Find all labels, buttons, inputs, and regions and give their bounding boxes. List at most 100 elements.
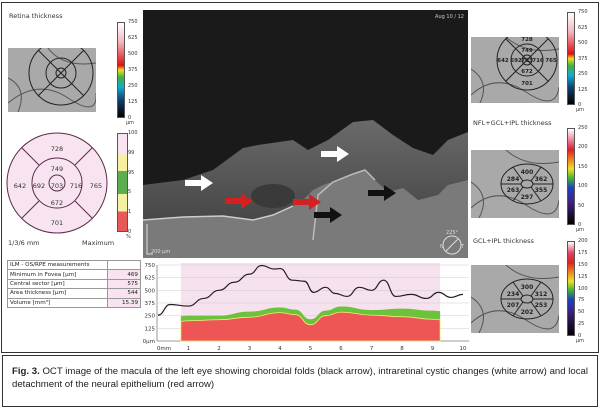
row-label: Volume [mm³] (7, 297, 108, 308)
colorbar-tick: 100 (128, 130, 138, 136)
grid-value-top: 400 (521, 169, 534, 176)
y-tick-label: 500 (145, 288, 156, 294)
grid-value: 672 (521, 69, 533, 75)
colorbar-tick: 150 (578, 261, 588, 268)
grid-value: 765 (545, 58, 557, 64)
colorbar-tick: 1 (128, 209, 132, 216)
grid-value: 692 (510, 58, 522, 64)
figure-panel (1, 2, 599, 353)
nfl-gcl-ipl-title: NFL+GCL+IPL thickness (473, 119, 552, 127)
x-tick-label: 7 (370, 346, 374, 352)
colorbar-tick: 200 (578, 238, 588, 244)
grid-outer-ring (496, 37, 558, 91)
oct-scan-graphic: Aug 10 / 12 200 µm 225° N T (143, 14, 468, 258)
colorbar-tick: 200 (578, 144, 588, 151)
colorbar-tick: 75 (578, 297, 585, 304)
fundus-image-nfl: 400 284 362 263 355 297 (471, 150, 559, 218)
retina-thickness-line (157, 264, 464, 316)
y-tick-label: 250 (145, 314, 156, 320)
colorbar-tick: 625 (578, 24, 588, 31)
gcl-ipl-title: GCL+IPL thickness (473, 237, 534, 245)
grid-center-ellipse (520, 294, 534, 304)
colorbar-tick: 0 (578, 102, 582, 108)
fundus-image-gcl: 300 234 312 207 253 202 (471, 265, 559, 333)
grid-value: 716 (532, 58, 544, 64)
colorbar-tick: 250 (578, 71, 588, 77)
scale-bar (146, 224, 153, 255)
grid-temporal-outer: 765 (90, 182, 102, 190)
colorbar-tick: 125 (128, 99, 138, 105)
grid-value-upper-left: 284 (507, 176, 520, 183)
colorbar-tick: 5 (128, 189, 132, 196)
row-label: Area thickness [µm] (7, 288, 108, 299)
grid-superior-inner: 749 (51, 165, 63, 173)
measurements-table: ILM - OS/RPE measurements Minimum in Fov… (7, 259, 141, 308)
colorbar-tick: 95 (128, 169, 135, 176)
table-header: ILM - OS/RPE measurements (7, 259, 108, 271)
grid-value: 701 (521, 81, 533, 87)
x-tick-label: 10 (460, 346, 467, 352)
x-tick-label: 0mm (157, 346, 171, 352)
figure-caption: Fig. 3. OCT image of the macula of the l… (2, 355, 598, 407)
colorbar-tick: 175 (578, 249, 588, 256)
colorbar-tick: 0 (128, 115, 132, 121)
grid-value-upper-left: 234 (507, 291, 520, 298)
x-tick-label: 5 (309, 346, 313, 352)
row-value: 544 (107, 288, 141, 299)
grid-spokes (501, 281, 553, 317)
fundus-image-retina: 728 749 642 692 703 716 765 672 701 (471, 37, 559, 103)
table-row: Area thickness [µm] 544 (7, 288, 141, 299)
retina-thickness-title: Retina thickness (9, 12, 63, 20)
grid-value-upper-right: 362 (535, 176, 548, 183)
x-tick-label: 4 (278, 346, 282, 352)
grid-superior-outer: 728 (51, 145, 63, 153)
retina-grid-overlay-right: 728 749 642 692 703 716 765 672 701 (471, 37, 559, 103)
black-arrow-icon (368, 185, 396, 201)
red-arrow-icon (225, 193, 253, 209)
grid-center-ring (521, 54, 533, 66)
x-tick-label: 6 (339, 346, 343, 352)
grid-value: 703 (521, 58, 533, 64)
svg-text:T: T (460, 244, 465, 250)
colorbar-tick: 0 (578, 222, 582, 228)
colorbar-tick: 375 (128, 67, 138, 73)
colorbar-unit: µm (126, 120, 135, 126)
colorbar-tick: 50 (578, 202, 585, 209)
vessel-lines (471, 37, 559, 103)
scale-label: 1/3/6 mm (8, 239, 40, 247)
x-tick-label: 9 (431, 346, 435, 352)
retina-grid-overlay (8, 48, 96, 112)
y-tick-label: 750 (145, 263, 156, 269)
row-value: 575 (107, 278, 141, 290)
orientation-icon: 225° N T (440, 230, 465, 255)
svg-text:N: N (440, 244, 444, 250)
outer-retina-area (180, 311, 441, 342)
colorbar-tick: 0 (128, 229, 132, 235)
nfl-colorbar: 250 200 150 100 50 0 µm (567, 125, 588, 233)
vessel-lines (471, 265, 559, 333)
colorbar-tick: 250 (578, 125, 588, 131)
grid-temporal-inner: 716 (70, 182, 82, 190)
oct-bscan-image: Aug 10 / 12 200 µm 225° N T (143, 10, 468, 258)
colorbar-unit: µm (576, 338, 585, 344)
red-arrow-icon (293, 194, 321, 210)
caption-text: OCT image of the macula of the left eye … (12, 366, 589, 390)
colorbar-unit: µm (576, 107, 585, 113)
grid-inner-ring (510, 43, 544, 77)
colorbar-tick: 375 (578, 55, 588, 62)
grid-value-lower-left: 207 (507, 302, 520, 309)
y-tick-label: 375 (145, 301, 156, 307)
grid-center: 703 (51, 182, 63, 190)
table-header-row: ILM - OS/RPE measurements (7, 259, 141, 271)
x-tick-label: 1 (187, 346, 191, 352)
grid-spokes (501, 166, 553, 202)
colorbar-tick: 25 (578, 321, 585, 328)
retina-colorbar: 750 625 500 375 250 125 0 µm (117, 19, 138, 126)
grid-inferior-inner: 672 (51, 199, 63, 207)
grid-inferior-outer: 701 (51, 219, 63, 227)
grid-value-bottom: 297 (521, 194, 534, 201)
colorbar-tick: 99 (128, 149, 135, 156)
gcl-colorbar: 200 175 150 125 100 75 50 25 0 µm (567, 238, 588, 344)
colorbar-tick: 125 (578, 273, 588, 280)
